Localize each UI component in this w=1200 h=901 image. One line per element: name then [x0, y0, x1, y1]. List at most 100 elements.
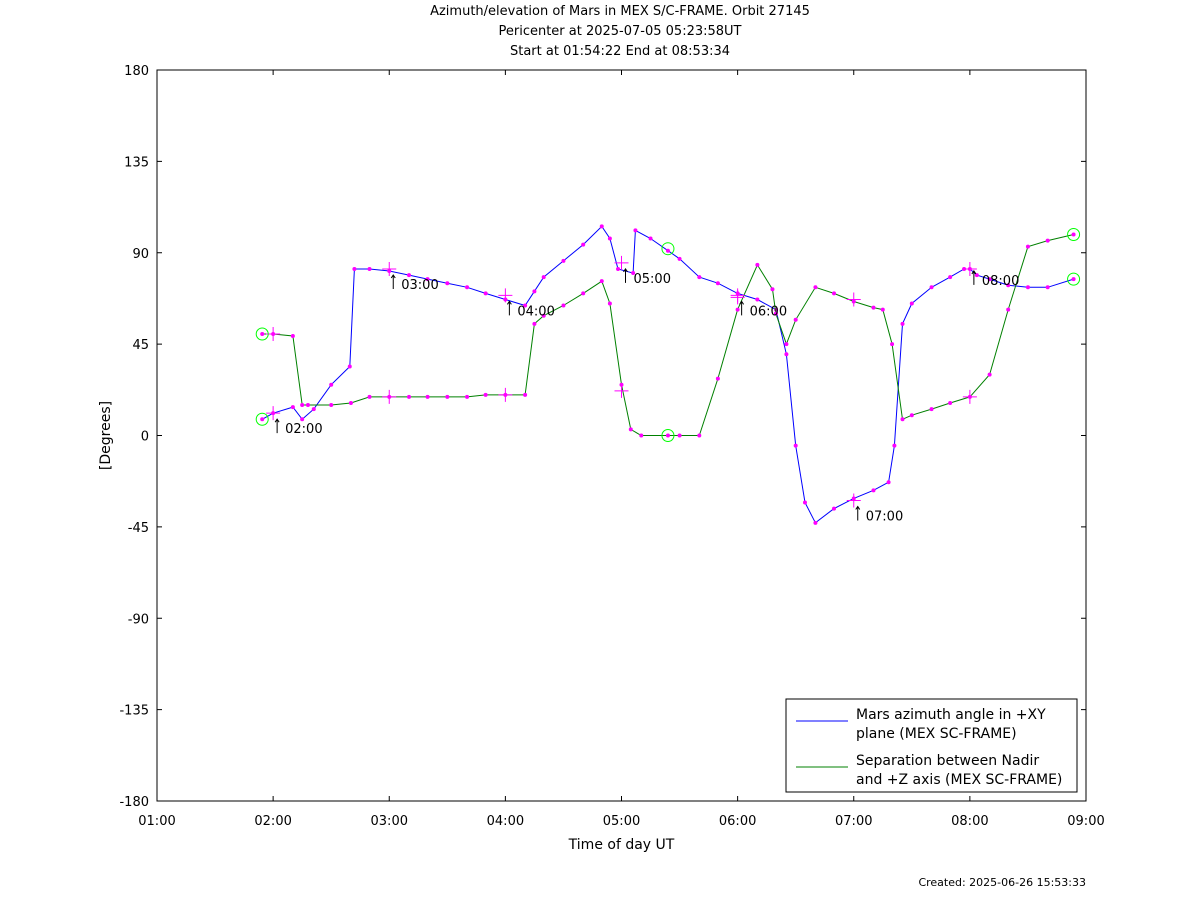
data-point: [483, 291, 488, 296]
data-point: [770, 287, 775, 292]
chart-subtitle-pericenter: Pericenter at 2025-07-05 05:23:58UT: [498, 24, 742, 39]
data-point: [465, 394, 470, 399]
x-tick-label: 07:00: [835, 814, 872, 829]
series-line-separation: [262, 234, 1074, 436]
hour-annotation-arrow: [274, 418, 280, 434]
data-point: [948, 275, 953, 280]
y-tick-label: -180: [119, 795, 149, 810]
hour-cross-marker: [614, 383, 629, 398]
data-point: [974, 273, 979, 278]
data-point: [784, 342, 789, 347]
data-point: [665, 433, 670, 438]
hour-cross-marker: [382, 261, 397, 276]
data-point: [909, 413, 914, 418]
hour-cross-marker: [846, 493, 861, 508]
data-point: [900, 321, 905, 326]
chart-title: Azimuth/elevation of Mars in MEX S/C-FRA…: [430, 4, 810, 19]
data-point: [892, 443, 897, 448]
data-point: [677, 256, 682, 261]
hour-annotation-arrow: [623, 268, 628, 283]
hour-cross-marker: [498, 288, 513, 303]
data-point: [445, 281, 450, 286]
hour-cross-marker: [266, 406, 281, 421]
data-point: [290, 405, 295, 410]
data-point: [987, 372, 992, 377]
data-point: [352, 266, 357, 271]
data-point: [445, 394, 450, 399]
data-point: [832, 506, 837, 511]
endpoint-circle-marker: [1067, 227, 1081, 241]
data-point: [348, 401, 353, 406]
data-point: [987, 277, 992, 282]
data-point: [541, 313, 546, 318]
x-tick-label: 04:00: [487, 814, 524, 829]
data-point: [406, 394, 411, 399]
data-point: [532, 289, 537, 294]
hour-annotation-label: 08:00: [982, 274, 1019, 289]
data-point: [1006, 307, 1011, 312]
data-point: [871, 488, 876, 493]
x-tick-label: 02:00: [254, 814, 291, 829]
data-point: [665, 248, 670, 253]
hour-annotation-label: 05:00: [634, 272, 671, 287]
data-point: [347, 364, 352, 369]
data-point: [1045, 285, 1050, 290]
data-point: [677, 433, 682, 438]
data-point: [300, 403, 305, 408]
data-point: [715, 281, 720, 286]
data-point: [300, 417, 305, 422]
y-tick-label: -90: [128, 612, 149, 627]
hour-annotation-arrow: [971, 270, 977, 285]
y-tick-label: -135: [119, 704, 149, 719]
data-point: [532, 321, 537, 326]
data-point: [773, 311, 778, 316]
data-point: [367, 266, 372, 271]
data-point: [425, 394, 430, 399]
data-point: [929, 285, 934, 290]
data-point: [802, 500, 807, 505]
data-point: [329, 382, 334, 387]
data-point: [406, 273, 411, 278]
data-point: [631, 271, 636, 276]
hour-cross-marker: [614, 255, 629, 270]
hour-annotation-arrow: [390, 274, 396, 289]
data-point: [367, 394, 372, 399]
legend-label: plane (MEX SC-FRAME): [856, 726, 1017, 742]
data-point: [465, 285, 470, 290]
data-point: [715, 376, 720, 381]
data-point: [628, 427, 633, 432]
data-point: [541, 275, 546, 280]
data-point: [755, 297, 760, 302]
data-point: [929, 407, 934, 412]
y-tick-label: 90: [132, 247, 149, 262]
data-point: [948, 401, 953, 406]
data-point: [697, 275, 702, 280]
data-point: [880, 307, 885, 312]
hour-annotation-arrow: [506, 300, 512, 316]
y-tick-label: 135: [124, 155, 149, 170]
legend-label: Mars azimuth angle in +XY: [856, 707, 1046, 723]
data-point: [1071, 232, 1076, 237]
data-point: [599, 224, 604, 229]
y-tick-label: -45: [128, 521, 149, 536]
data-point: [648, 236, 653, 241]
x-tick-label: 01:00: [138, 814, 175, 829]
endpoint-circle-marker: [661, 429, 675, 442]
data-point: [633, 228, 638, 233]
data-point: [871, 305, 876, 310]
hour-annotation-label: 06:00: [750, 304, 787, 319]
data-point: [886, 480, 891, 485]
x-tick-label: 06:00: [719, 814, 756, 829]
chart-subtitle-start-end: Start at 01:54:22 End at 08:53:34: [509, 44, 731, 59]
data-point: [607, 236, 612, 241]
x-tick-label: 09:00: [1067, 814, 1104, 829]
y-tick-label: 180: [124, 64, 149, 79]
data-point: [1071, 277, 1076, 282]
hour-annotation-arrow: [739, 300, 745, 316]
data-point: [260, 417, 265, 422]
data-point: [1006, 283, 1011, 288]
data-point: [1025, 244, 1030, 249]
data-point: [290, 334, 295, 339]
hour-cross-marker: [730, 290, 745, 305]
